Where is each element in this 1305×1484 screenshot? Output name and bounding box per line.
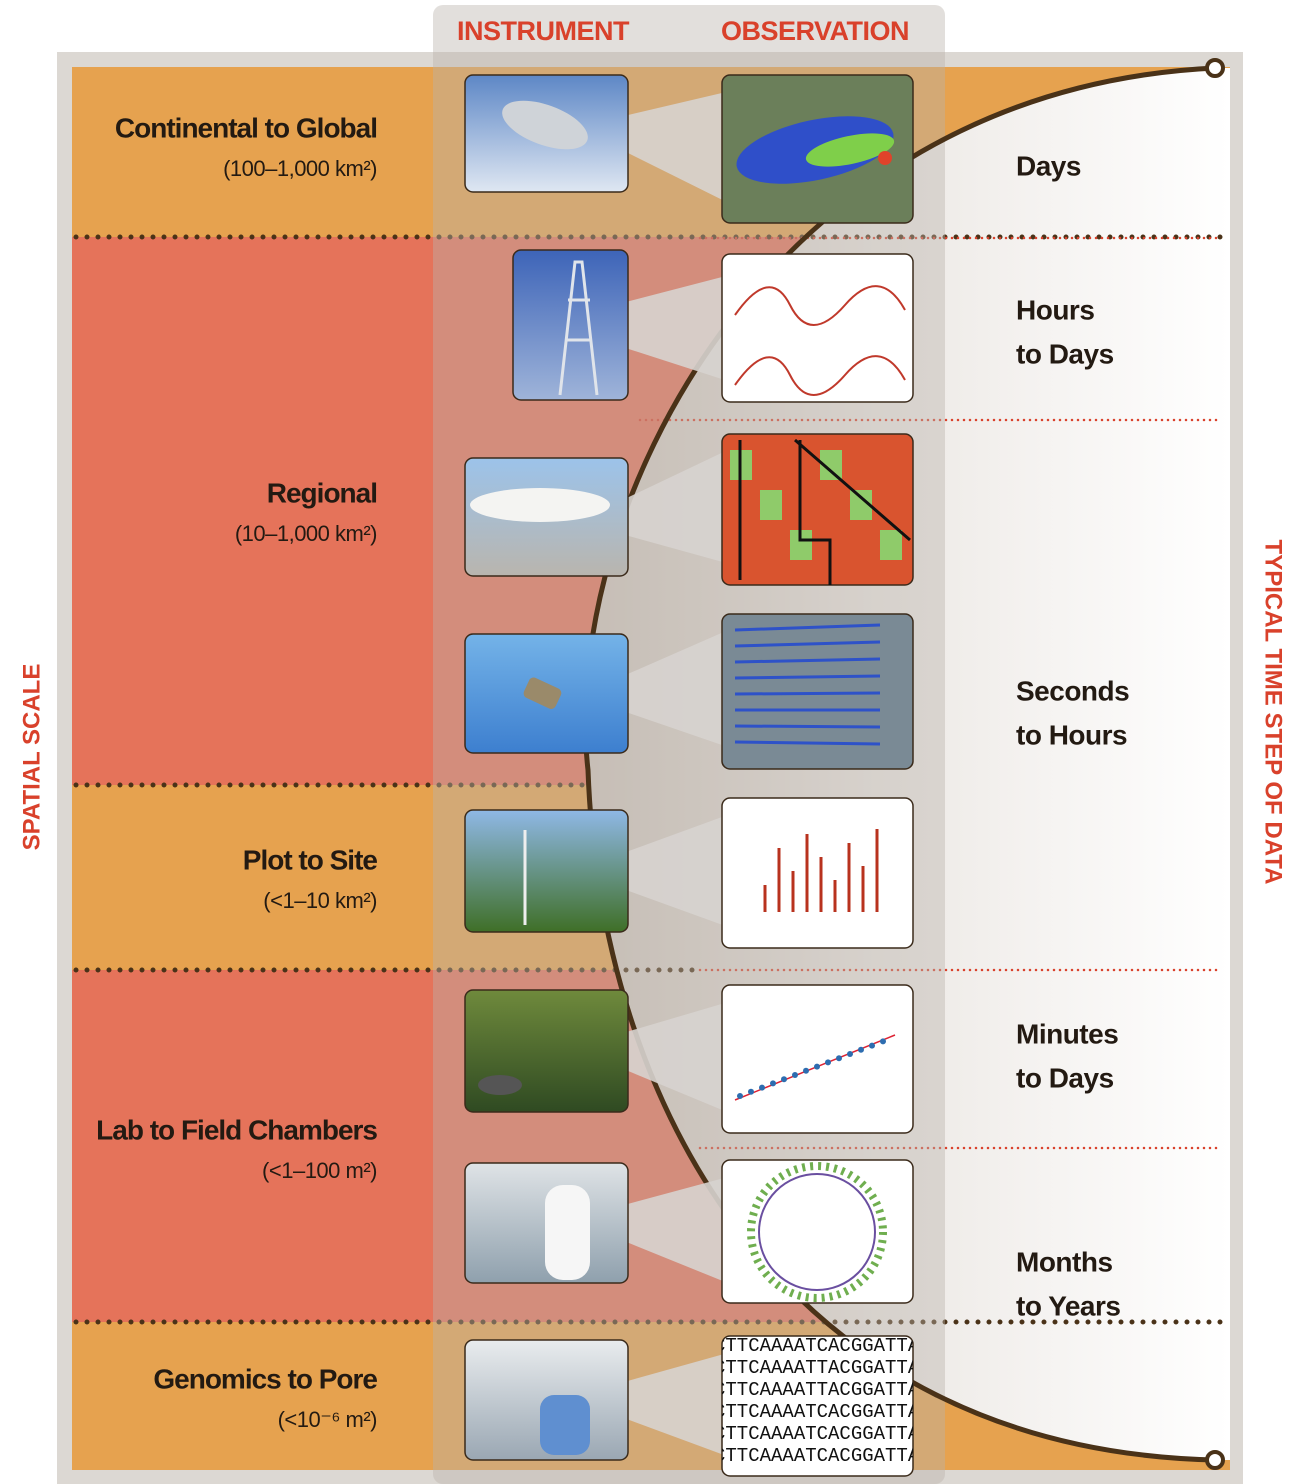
dna-line: CTTCAAAATCACGGATTAC xyxy=(714,1423,931,1445)
curve-end xyxy=(1205,1450,1225,1470)
tree-ring-outer xyxy=(747,1162,887,1302)
time-step-label: Minutes xyxy=(1016,1018,1118,1049)
observation-panel xyxy=(721,613,914,770)
scale-range: (100–1,000 km²) xyxy=(223,156,377,181)
time-step-label: Hours xyxy=(1016,294,1094,325)
land-patch xyxy=(790,530,812,560)
scale-label: Plot to Site xyxy=(243,844,378,875)
callout xyxy=(624,1003,724,1111)
obs-point xyxy=(825,1059,831,1066)
obs-point xyxy=(770,1080,776,1087)
scale-range: (<1–100 m²) xyxy=(262,1158,377,1183)
obs-point xyxy=(748,1088,754,1095)
aircraft xyxy=(470,488,610,522)
lab-person xyxy=(545,1185,590,1280)
time-step-label: Seconds xyxy=(1016,675,1129,706)
callout xyxy=(624,1354,724,1455)
callout xyxy=(624,816,724,926)
instrument-photo xyxy=(512,249,629,401)
land-patch xyxy=(880,530,902,560)
scale-range: (<10⁻⁶ m²) xyxy=(278,1407,377,1432)
land-patch xyxy=(850,490,872,520)
column-header: OBSERVATION xyxy=(721,16,909,46)
dna-line: CTTCAAAATTACGGATTAC xyxy=(714,1357,931,1379)
flux-line xyxy=(734,285,906,326)
obs-point xyxy=(814,1063,820,1070)
observation-panel xyxy=(721,984,914,1134)
dna-block: CTTCAAAATCACGGATTACCTTCAAAATTACGGATTACCT… xyxy=(714,1335,931,1467)
callout xyxy=(624,631,724,746)
lab-person xyxy=(540,1395,590,1455)
obs-point xyxy=(781,1076,787,1083)
curve-end xyxy=(1205,58,1225,78)
axis-label: TYPICAL TIME STEP OF DATA xyxy=(1260,540,1287,885)
boundary xyxy=(738,438,911,585)
tower xyxy=(558,260,599,396)
callout xyxy=(624,92,724,201)
flight-track xyxy=(734,691,881,696)
time-step-label: to Days xyxy=(1016,338,1114,369)
time-step-label: Months xyxy=(1016,1246,1113,1277)
callout xyxy=(624,1178,724,1282)
obs-point xyxy=(836,1055,842,1062)
time-step-label: to Hours xyxy=(1016,719,1127,750)
dna-line: CTTCAAAATCACGGATTAC xyxy=(714,1335,931,1357)
obs-point xyxy=(847,1051,853,1057)
dna-line: CTTCAAAATCACGGATTAC xyxy=(714,1401,931,1423)
land-patch xyxy=(760,490,782,520)
observation-panel xyxy=(721,1159,914,1304)
time-step-label: to Years xyxy=(1016,1290,1120,1321)
scale-label: Regional xyxy=(267,477,377,508)
flux-line xyxy=(734,355,906,396)
dna-line: CTTCAAAATCACGGATTAC xyxy=(714,1445,931,1467)
scale-label: Genomics to Pore xyxy=(153,1363,377,1394)
observation-panel xyxy=(721,797,914,949)
methane-core xyxy=(805,133,895,167)
callout xyxy=(624,276,724,380)
observation-panel xyxy=(721,253,914,403)
flight-track xyxy=(734,657,881,664)
land-patch xyxy=(820,450,842,480)
column-header: INSTRUMENT xyxy=(457,16,630,46)
instrument-photo xyxy=(464,809,629,933)
obs-point xyxy=(869,1042,875,1049)
obs-point xyxy=(880,1038,886,1045)
drone xyxy=(523,677,562,709)
obs-point xyxy=(737,1093,743,1099)
time-step-label: Days xyxy=(1016,150,1081,181)
flight-track xyxy=(734,724,881,729)
scale-range: (<1–10 km²) xyxy=(263,888,377,913)
flight-track xyxy=(734,623,881,632)
scale-range: (10–1,000 km²) xyxy=(235,521,377,546)
time-step-label: to Days xyxy=(1016,1062,1114,1093)
observation-panel xyxy=(721,433,914,586)
flight-track xyxy=(734,640,881,648)
flight-track xyxy=(734,740,881,746)
methane-peak xyxy=(878,151,892,165)
tree-ring xyxy=(758,1173,876,1291)
scale-label: Continental to Global xyxy=(115,112,377,143)
observation-panel xyxy=(721,1335,914,1477)
axis-label: SPATIAL SCALE xyxy=(18,664,45,851)
obs-point xyxy=(792,1072,798,1078)
scale-label: Lab to Field Chambers xyxy=(96,1114,377,1145)
flight-track xyxy=(734,674,881,680)
chamber xyxy=(478,1075,522,1095)
obs-point xyxy=(858,1046,864,1053)
obs-point xyxy=(803,1067,809,1074)
dna-line: CTTCAAAATTACGGATTAC xyxy=(714,1379,931,1401)
obs-point xyxy=(759,1084,765,1091)
callout xyxy=(624,451,724,563)
spacecraft xyxy=(502,100,588,150)
